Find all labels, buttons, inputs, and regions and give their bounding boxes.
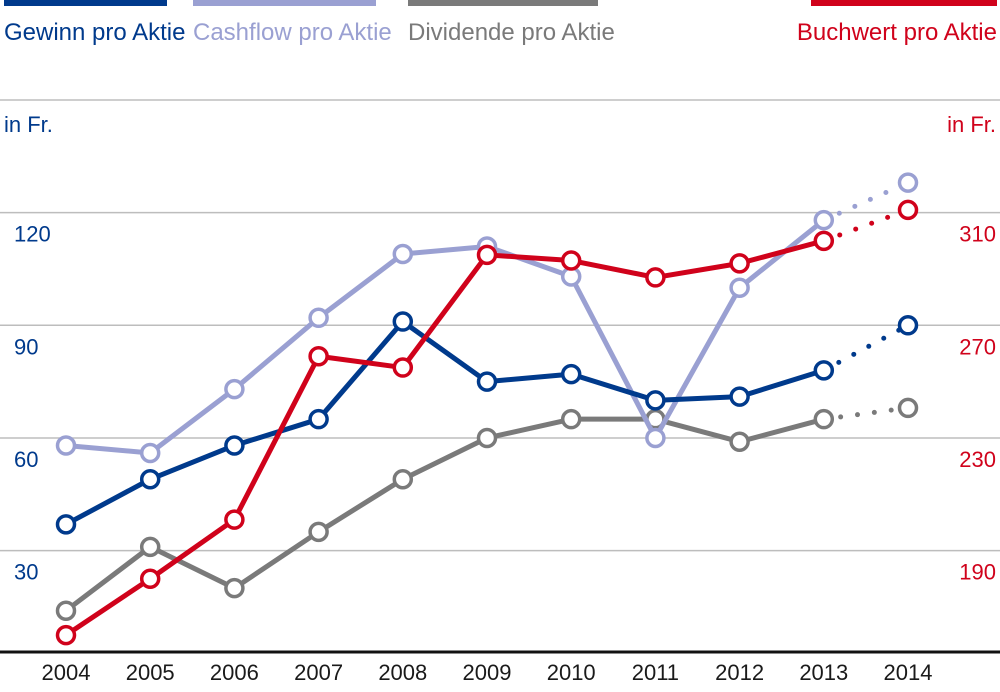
series-1-point-4: [392, 243, 414, 265]
series-1-point-0: [55, 435, 77, 456]
x-tick-label-1: 2005: [126, 660, 175, 685]
series-estimate-line-2: [821, 405, 911, 422]
series-2-point-5: [476, 427, 498, 449]
series-0-point-9: [813, 360, 835, 381]
left-axis-label: in Fr.: [4, 112, 53, 137]
right-axis-label: in Fr.: [947, 112, 996, 137]
series-estimate-line-3: [821, 207, 911, 244]
legend-swatch-0: [4, 0, 167, 6]
x-tick-label-2: 2006: [210, 660, 259, 685]
series-estimate-line-0: [821, 322, 911, 373]
series-2-point-9: [813, 408, 835, 430]
series-3-point-5: [476, 244, 498, 266]
series-1-point-3: [308, 307, 329, 329]
series-0-point-10: [897, 315, 919, 336]
legend-label-2: Dividende pro Aktie: [408, 19, 615, 46]
x-tick-label-10: 2014: [884, 660, 933, 685]
legend-label-1: Cashflow pro Aktie: [193, 19, 392, 46]
series-0-point-3: [308, 408, 329, 430]
series-3-point-9: [813, 230, 835, 252]
series-2-point-2: [224, 577, 245, 599]
right-axis-ticks: 190 230 270 310: [959, 222, 996, 585]
series-2-point-1: [139, 536, 161, 558]
left-tick-label-2: 90: [14, 334, 38, 359]
series-1-point-8: [729, 277, 750, 299]
x-tick-label-4: 2008: [378, 660, 427, 685]
series-3-point-4: [392, 357, 414, 378]
series-lines: [55, 172, 919, 646]
legend-label-0: Gewinn pro Aktie: [4, 19, 185, 46]
x-tick-label-9: 2013: [799, 660, 848, 685]
right-tick-label-0: 190: [959, 560, 996, 585]
series-line-0: [64, 319, 825, 527]
series-estimate-line-1: [821, 180, 911, 223]
series-2-point-3: [308, 521, 329, 543]
series-3-point-3: [308, 346, 329, 367]
series-3-point-8: [729, 253, 750, 274]
series-3-point-6: [560, 250, 582, 271]
legend-swatch-2: [408, 0, 598, 6]
series-1-point-7: [645, 427, 666, 449]
series-2-point-6: [560, 408, 582, 430]
series-1-point-1: [139, 442, 161, 464]
series-0-point-6: [560, 363, 582, 385]
series-2-point-10: [897, 397, 919, 419]
series-0-point-1: [139, 469, 161, 490]
series-2-point-8: [729, 431, 750, 452]
left-tick-label-3: 120: [14, 222, 51, 247]
series-0-point-2: [224, 435, 245, 456]
series-2-point-4: [392, 469, 414, 490]
series-3-point-10: [897, 199, 919, 221]
x-tick-label-6: 2010: [547, 660, 596, 685]
series-0: [55, 311, 919, 535]
x-tick-label-3: 2007: [294, 660, 343, 685]
series-0-point-0: [55, 514, 77, 535]
series-3: [55, 199, 919, 646]
left-axis-ticks: 30 60 90 120: [14, 222, 51, 585]
series-1-point-9: [813, 209, 835, 231]
series-0-point-4: [392, 311, 414, 332]
x-tick-label-0: 2004: [42, 660, 91, 685]
legend: Gewinn pro Aktie Cashflow pro Aktie Divide…: [4, 0, 997, 46]
x-tick-label-8: 2012: [715, 660, 764, 685]
series-0-point-7: [645, 390, 666, 411]
legend-swatch-1: [193, 0, 376, 6]
x-axis-ticks: 2004 2005 2006 2007 2008 2009 2010 2011 2012 2013…: [42, 660, 933, 685]
legend-label-3: Buchwert pro Aktie: [797, 19, 997, 46]
series-line-2: [64, 416, 825, 613]
right-tick-label-1: 230: [959, 447, 996, 472]
series-0-point-8: [729, 386, 750, 407]
x-tick-label-5: 2009: [463, 660, 512, 685]
right-tick-label-3: 310: [959, 222, 996, 247]
left-tick-label-0: 30: [14, 560, 38, 585]
series-3-point-7: [645, 267, 666, 288]
series-3-point-2: [224, 509, 245, 530]
series-2: [55, 397, 919, 621]
series-0-point-5: [476, 371, 498, 392]
series-1: [55, 172, 919, 464]
right-tick-label-2: 270: [959, 334, 996, 359]
left-tick-label-1: 60: [14, 447, 38, 472]
x-tick-label-7: 2011: [632, 660, 679, 685]
series-1-point-10: [897, 172, 919, 193]
series-line-3: [64, 238, 825, 638]
series-3-point-0: [55, 624, 77, 646]
series-line-1: [65, 218, 826, 456]
series-3-point-1: [139, 568, 161, 590]
series-2-point-0: [55, 600, 77, 621]
series-1-point-2: [224, 378, 245, 400]
legend-swatch-3: [811, 0, 997, 6]
